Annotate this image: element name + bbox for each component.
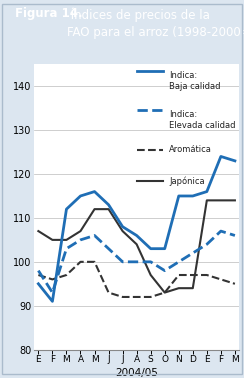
Text: Aromática: Aromática	[169, 146, 212, 154]
Text: Japónica: Japónica	[169, 177, 205, 186]
X-axis label: 2004/05: 2004/05	[115, 369, 158, 378]
Text: Indica:
Baja calidad: Indica: Baja calidad	[169, 71, 221, 91]
Text: Indica:
Elevada calidad: Indica: Elevada calidad	[169, 110, 236, 130]
Text: Índices de precios de la
FAO para el arroz (1998-2000=100): Índices de precios de la FAO para el arr…	[67, 7, 244, 39]
Text: Figura 14.: Figura 14.	[15, 7, 82, 20]
